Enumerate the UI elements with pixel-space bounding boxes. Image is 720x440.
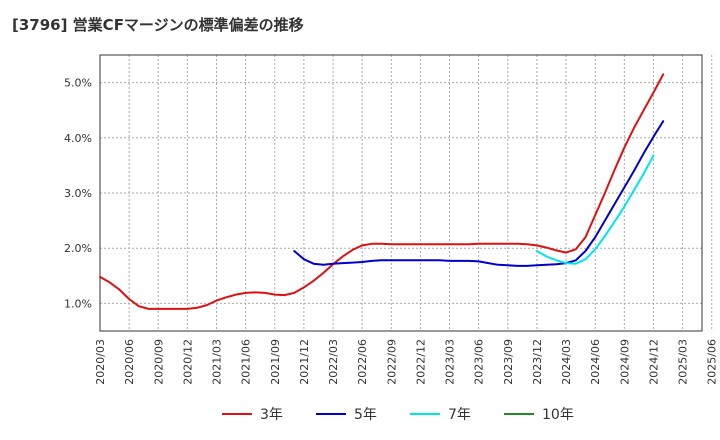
axes-layer: 2020/03 2020/06 2020/09 2020/12 2021/03 2021/… [64, 54, 719, 385]
x-tick-label: 2024/12 [647, 339, 660, 385]
y-tick-label: 5.0% [64, 77, 92, 90]
x-tick-label: 2023/09 [502, 339, 515, 385]
y-tick-label: 3.0% [64, 187, 92, 200]
series-line-5年 [293, 120, 665, 267]
series-layer [99, 73, 665, 310]
x-tick-label: 2022/12 [414, 339, 427, 385]
x-tick-label: 2020/09 [152, 339, 165, 385]
series-line-7年 [535, 154, 655, 265]
x-tick-label: 2024/03 [560, 339, 573, 385]
x-tick-label: 2022/06 [356, 339, 369, 385]
x-tick-label: 2020/06 [123, 339, 136, 385]
x-tick-label: 2023/12 [531, 339, 544, 385]
x-tick-label: 2021/12 [298, 339, 311, 385]
x-tick-label: 2024/06 [589, 339, 602, 385]
legend-label: 10年 [542, 407, 574, 423]
legend-label: 7年 [448, 407, 471, 423]
plot-frame [99, 54, 703, 332]
y-tick-label: 2.0% [64, 242, 92, 255]
x-tick-label: 2023/06 [473, 339, 486, 385]
grid-layer [100, 55, 713, 331]
x-tick-label: 2020/03 [94, 339, 107, 385]
series-line-3年 [99, 73, 665, 310]
x-tick-label: 2021/06 [240, 339, 253, 385]
x-tick-label: 2022/09 [385, 339, 398, 385]
x-tick-label: 2020/12 [181, 339, 194, 385]
x-tick-label: 2022/03 [327, 339, 340, 385]
x-tick-label: 2024/09 [618, 339, 631, 385]
x-tick-label: 2021/09 [269, 339, 282, 385]
x-tick-label: 2025/03 [677, 339, 690, 385]
x-tick-label: 2025/06 [706, 339, 719, 385]
legend-layer: 3年 5年 7年 10年 [222, 407, 574, 423]
legend-label: 5年 [354, 407, 377, 423]
y-tick-label: 1.0% [64, 297, 92, 310]
x-tick-label: 2023/03 [444, 339, 457, 385]
chart-title: [3796] 営業CFマージンの標準偏差の推移 [12, 16, 304, 34]
x-tick-label: 2021/03 [211, 339, 224, 385]
y-tick-label: 4.0% [64, 132, 92, 145]
legend-label: 3年 [260, 407, 283, 423]
